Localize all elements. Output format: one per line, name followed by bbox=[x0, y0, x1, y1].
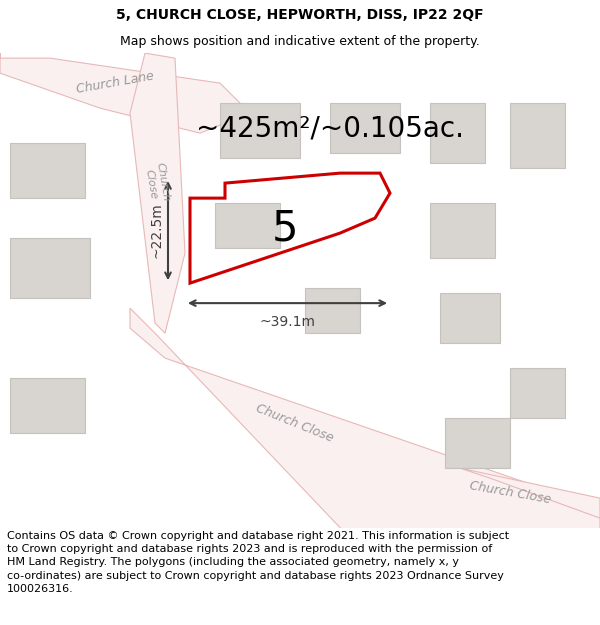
Text: Map shows position and indicative extent of the property.: Map shows position and indicative extent… bbox=[120, 35, 480, 48]
Text: Church Lane: Church Lane bbox=[75, 70, 155, 96]
Bar bbox=[10, 378, 85, 433]
Polygon shape bbox=[0, 53, 250, 133]
Bar bbox=[215, 203, 280, 248]
Text: 5, CHURCH CLOSE, HEPWORTH, DISS, IP22 2QF: 5, CHURCH CLOSE, HEPWORTH, DISS, IP22 2Q… bbox=[116, 8, 484, 22]
Text: ~39.1m: ~39.1m bbox=[260, 315, 316, 329]
Text: Church Close: Church Close bbox=[254, 402, 335, 444]
Bar bbox=[430, 103, 485, 163]
Text: Church
Close: Church Close bbox=[143, 162, 171, 204]
Polygon shape bbox=[130, 308, 600, 538]
Bar bbox=[330, 103, 400, 153]
Bar bbox=[430, 203, 495, 258]
Bar bbox=[10, 238, 90, 298]
Bar bbox=[220, 103, 300, 158]
Text: 5: 5 bbox=[272, 207, 298, 249]
Bar bbox=[445, 418, 510, 468]
Text: Contains OS data © Crown copyright and database right 2021. This information is : Contains OS data © Crown copyright and d… bbox=[7, 531, 509, 594]
Bar bbox=[305, 288, 360, 333]
Text: ~425m²/~0.105ac.: ~425m²/~0.105ac. bbox=[196, 114, 464, 142]
Text: Church Close: Church Close bbox=[468, 479, 552, 507]
Text: ~22.5m: ~22.5m bbox=[149, 202, 163, 259]
Bar bbox=[510, 103, 565, 168]
Polygon shape bbox=[460, 468, 600, 518]
Bar bbox=[510, 368, 565, 418]
Polygon shape bbox=[130, 53, 185, 333]
Bar bbox=[10, 143, 85, 198]
Bar bbox=[440, 293, 500, 343]
